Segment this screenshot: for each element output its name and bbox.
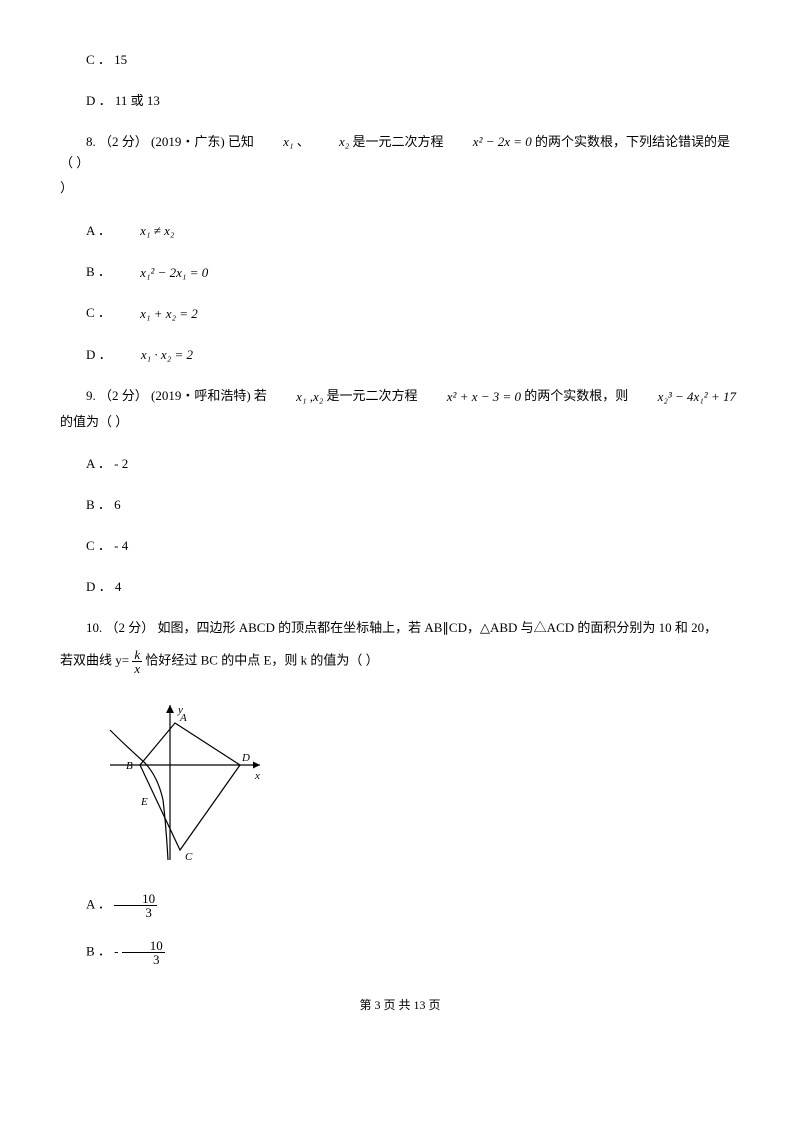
q8-stem: 8. （2 分） (2019・广东) 已知 x₁ 、 x₂ 是一元二次方程 x²… xyxy=(60,132,740,174)
q8-d-prefix: D ． xyxy=(86,347,115,362)
q10-b-frac: 10 3 xyxy=(122,939,165,966)
q10-a-prefix: A ． xyxy=(86,897,114,912)
q10-b-prefix: B ． - xyxy=(86,944,122,959)
q8-close-paren-line: ） xyxy=(60,178,740,199)
q10-a-num: 10 xyxy=(114,892,157,906)
q10-stem-line2: 若双曲线 y= k x 恰好经过 BC 的中点 E，则 k 的值为（ ） xyxy=(60,648,740,675)
q10-a-den: 3 xyxy=(114,906,157,919)
q10-b-num: 10 xyxy=(122,939,165,953)
q8-a-math: x₁ ≠ x₂ xyxy=(114,221,174,242)
q8-c-math: x₁ + x₂ = 2 xyxy=(114,304,198,325)
q10-option-a: A ． 10 3 xyxy=(60,892,740,919)
svg-text:B: B xyxy=(126,760,133,772)
q10-b-den: 3 xyxy=(122,953,165,966)
q9-option-d: D ． 4 xyxy=(60,577,740,598)
q9-option-b: B ． 6 xyxy=(60,495,740,516)
q9-expr: x₂³ − 4x₁² + 17 xyxy=(632,387,736,408)
q9-mid2: 的两个实数根，则 xyxy=(524,388,631,403)
q8-d-math: x₁ · x₂ = 2 xyxy=(115,345,193,366)
q8-mid1: 、 xyxy=(297,134,313,149)
page-content: C ． 15 D ． 11 或 13 8. （2 分） (2019・广东) 已知… xyxy=(0,0,800,1045)
q8-b-math: x₁² − 2x₁ = 0 xyxy=(114,263,208,284)
q8-option-c: C ． x₁ + x₂ = 2 xyxy=(60,303,740,324)
q8-option-a: A ． x₁ ≠ x₂ xyxy=(60,221,740,242)
q10-option-b: B ． - 10 3 xyxy=(60,939,740,966)
q9-prefix: 9. （2 分） (2019・呼和浩特) 若 xyxy=(86,388,270,403)
q7-option-c: C ． 15 xyxy=(60,50,740,71)
q9-eq: x² + x − 3 = 0 xyxy=(421,387,521,408)
q7-option-d: D ． 11 或 13 xyxy=(60,91,740,112)
page-footer: 第 3 页 共 13 页 xyxy=(60,996,740,1015)
q10-frac-kx: k x xyxy=(132,648,142,675)
svg-text:A: A xyxy=(179,712,187,724)
q10-stem-line1: 10. （2 分） 如图，四边形 ABCD 的顶点都在坐标轴上，若 AB∥CD，… xyxy=(60,618,740,639)
q8-option-b: B ． x₁² − 2x₁ = 0 xyxy=(60,262,740,283)
q8-a-prefix: A ． xyxy=(86,223,114,238)
q10-l2-b: 恰好经过 BC 的中点 E，则 k 的值为（ ） xyxy=(145,653,378,668)
q8-option-d: D ． x₁ · x₂ = 2 xyxy=(60,345,740,366)
q10-a-frac: 10 3 xyxy=(114,892,157,919)
q10-l2-a: 若双曲线 y= xyxy=(60,653,132,668)
q8-eq: x² − 2x = 0 xyxy=(447,132,532,153)
q9-mid1: 是一元二次方程 xyxy=(327,388,421,403)
q8-x1: x₁ xyxy=(257,132,293,153)
svg-text:x: x xyxy=(254,770,260,782)
svg-text:D: D xyxy=(241,752,250,764)
q9-stem-line1: 9. （2 分） (2019・呼和浩特) 若 x₁ ,x₂ 是一元二次方程 x²… xyxy=(60,386,740,407)
coordinate-diagram-svg: xyABCDE xyxy=(100,695,265,865)
q8-stem-prefix: 8. （2 分） (2019・广东) 已知 xyxy=(86,134,257,149)
q9-stem-line2: 的值为（ ） xyxy=(60,412,740,433)
q8-mid2: 是一元二次方程 xyxy=(353,134,447,149)
q8-c-prefix: C ． xyxy=(86,305,114,320)
q9-option-c: C ． - 4 xyxy=(60,536,740,557)
q8-x2: x₂ xyxy=(313,132,349,153)
q9-x1x2: x₁ ,x₂ xyxy=(270,387,323,408)
q8-b-prefix: B ． xyxy=(86,264,114,279)
svg-text:E: E xyxy=(140,796,148,808)
q9-option-a: A ． - 2 xyxy=(60,454,740,475)
q10-diagram: xyABCDE xyxy=(100,695,740,872)
svg-text:C: C xyxy=(185,851,193,863)
